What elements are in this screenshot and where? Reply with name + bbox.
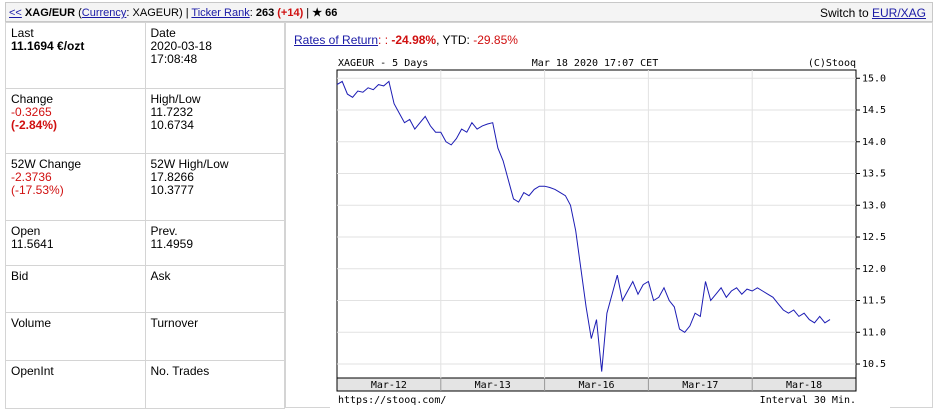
y-tick-label: 13.0 bbox=[862, 200, 886, 211]
y-tick-label: 15.0 bbox=[862, 73, 886, 84]
cell-label: Open bbox=[11, 224, 41, 238]
cell-label: OpenInt bbox=[11, 364, 54, 378]
y-tick-label: 11.0 bbox=[862, 327, 886, 338]
table-cell: Date 2020-03-18 17:08:48 bbox=[144, 22, 285, 89]
table-cell: Prev. 11.4959 bbox=[144, 220, 285, 266]
table-cell: High/Low 11.7232 10.6734 bbox=[144, 88, 285, 154]
cell-label: No. Trades bbox=[150, 364, 210, 378]
rank-link[interactable]: Ticker Rank bbox=[191, 7, 250, 19]
y-tick-label: 14.0 bbox=[862, 137, 886, 148]
rates-link[interactable]: Rates of Return bbox=[294, 33, 379, 47]
cell-value: -0.3265 bbox=[11, 105, 52, 119]
cell-label: High/Low bbox=[150, 92, 201, 106]
table-row: Open 11.5641 Prev. 11.4959 bbox=[5, 220, 285, 266]
quote-table: Last 11.1694 €/ozt Date 2020-03-18 17:08:48 C… bbox=[5, 22, 285, 409]
x-tick-label: Mar-17 bbox=[682, 380, 718, 391]
rank: 263 bbox=[255, 7, 275, 19]
table-row: Bid Ask bbox=[5, 265, 285, 313]
x-tick-label: Mar-18 bbox=[786, 380, 822, 391]
cell-label: Ask bbox=[150, 269, 171, 283]
table-cell: Ask bbox=[144, 265, 285, 313]
chart-title: XAGEUR - 5 Days bbox=[338, 58, 428, 69]
x-tick-label: Mar-13 bbox=[475, 380, 511, 391]
ytd: -29.85% bbox=[473, 33, 518, 47]
y-tick-label: 11.5 bbox=[862, 296, 886, 307]
text: : : bbox=[378, 33, 392, 47]
cell-label: 52W Change bbox=[11, 157, 82, 171]
switch-link[interactable]: EUR/XAG bbox=[871, 6, 926, 20]
table-cell: Bid bbox=[5, 265, 146, 313]
chart-subtitle: Mar 18 2020 17:07 CET bbox=[532, 58, 658, 69]
rate: -24.98% bbox=[391, 33, 437, 47]
table-cell: 52W High/Low 17.8266 10.3777 bbox=[144, 153, 285, 221]
cell-value: 11.5641 bbox=[11, 237, 54, 251]
cell-label: Change bbox=[11, 92, 54, 106]
cell-value: 10.3777 bbox=[150, 183, 194, 197]
chart-credit: (C)Stooq bbox=[808, 58, 856, 69]
cell-label: Last bbox=[11, 26, 34, 40]
table-cell: Last 11.1694 €/ozt bbox=[5, 22, 146, 89]
cell-label: Bid bbox=[11, 269, 29, 283]
cell-value: 11.7232 bbox=[150, 105, 194, 119]
table-cell: OpenInt bbox=[5, 360, 146, 409]
cell-label: Prev. bbox=[150, 224, 178, 238]
cell-value: (-17.53%) bbox=[11, 183, 64, 197]
cell-label: Date bbox=[150, 26, 176, 40]
cell-value: (-2.84%) bbox=[11, 118, 58, 132]
y-tick-label: 13.5 bbox=[862, 169, 886, 180]
table-row: Volume Turnover bbox=[5, 312, 285, 361]
y-tick-label: 12.0 bbox=[862, 264, 886, 275]
plot-frame bbox=[336, 69, 857, 379]
x-tick-label: Mar-12 bbox=[371, 380, 407, 391]
table-cell: Open 11.5641 bbox=[5, 220, 146, 266]
cell-value: 10.6734 bbox=[150, 118, 194, 132]
header-bar: << XAG/EUR (Currency: XAGEUR) | Ticker R… bbox=[5, 2, 933, 22]
text: ( bbox=[75, 7, 82, 19]
stars: ★ 66 bbox=[312, 7, 338, 19]
x-tick-label: Mar-16 bbox=[578, 380, 614, 391]
table-cell: Volume bbox=[5, 312, 146, 361]
cell-label: 52W High/Low bbox=[150, 157, 229, 171]
cell-value: -2.3736 bbox=[11, 170, 52, 184]
cell-value: 17.8266 bbox=[150, 170, 194, 184]
table-row: Last 11.1694 €/ozt Date 2020-03-18 17:08:48 bbox=[5, 22, 285, 89]
text: : XAGEUR) | bbox=[126, 7, 192, 19]
table-cell: Turnover bbox=[144, 312, 285, 361]
chart-interval: Interval 30 Min. bbox=[760, 395, 856, 406]
table-cell: 52W Change -2.3736 (-17.53%) bbox=[5, 153, 146, 221]
cell-value: 11.4959 bbox=[150, 237, 194, 251]
switch: Switch to EUR/XAG bbox=[820, 3, 926, 23]
cell-label: Volume bbox=[11, 316, 52, 330]
cell-value: 11.1694 €/ozt bbox=[11, 39, 85, 53]
chart-bg bbox=[330, 55, 890, 409]
symbol: XAG/EUR bbox=[24, 7, 76, 19]
price-line bbox=[336, 80, 831, 372]
rank-change: (+14) bbox=[274, 7, 304, 19]
y-tick-label: 14.5 bbox=[862, 105, 886, 116]
table-row: Change -0.3265 (-2.84%) High/Low 11.7232 10.6… bbox=[5, 88, 285, 154]
cell-value: 2020-03-18 bbox=[150, 39, 212, 53]
table-cell: No. Trades bbox=[144, 360, 285, 409]
text: Switch to bbox=[819, 6, 872, 20]
cell-label: Turnover bbox=[150, 316, 199, 330]
table-row: OpenInt No. Trades bbox=[5, 360, 285, 409]
y-tick-label: 12.5 bbox=[862, 232, 886, 243]
table-row: 52W Change -2.3736 (-17.53%) 52W High/Low 17… bbox=[5, 153, 285, 221]
back-link[interactable]: << bbox=[9, 7, 22, 19]
chart-source: https://stooq.com/ bbox=[338, 395, 446, 406]
rates: Rates of Return: : -24.98%, YTD: -29.85% bbox=[294, 33, 518, 47]
currency-link[interactable]: Currency bbox=[81, 7, 127, 19]
chart: XAGEUR - 5 Days Mar 18 2020 17:07 CET (C)S… bbox=[330, 55, 890, 409]
text: , YTD: bbox=[436, 33, 474, 47]
text: | bbox=[303, 7, 313, 19]
text: : bbox=[249, 7, 256, 19]
y-tick-label: 10.5 bbox=[862, 359, 886, 370]
table-cell: Change -0.3265 (-2.84%) bbox=[5, 88, 146, 154]
cell-value: 17:08:48 bbox=[150, 52, 198, 66]
